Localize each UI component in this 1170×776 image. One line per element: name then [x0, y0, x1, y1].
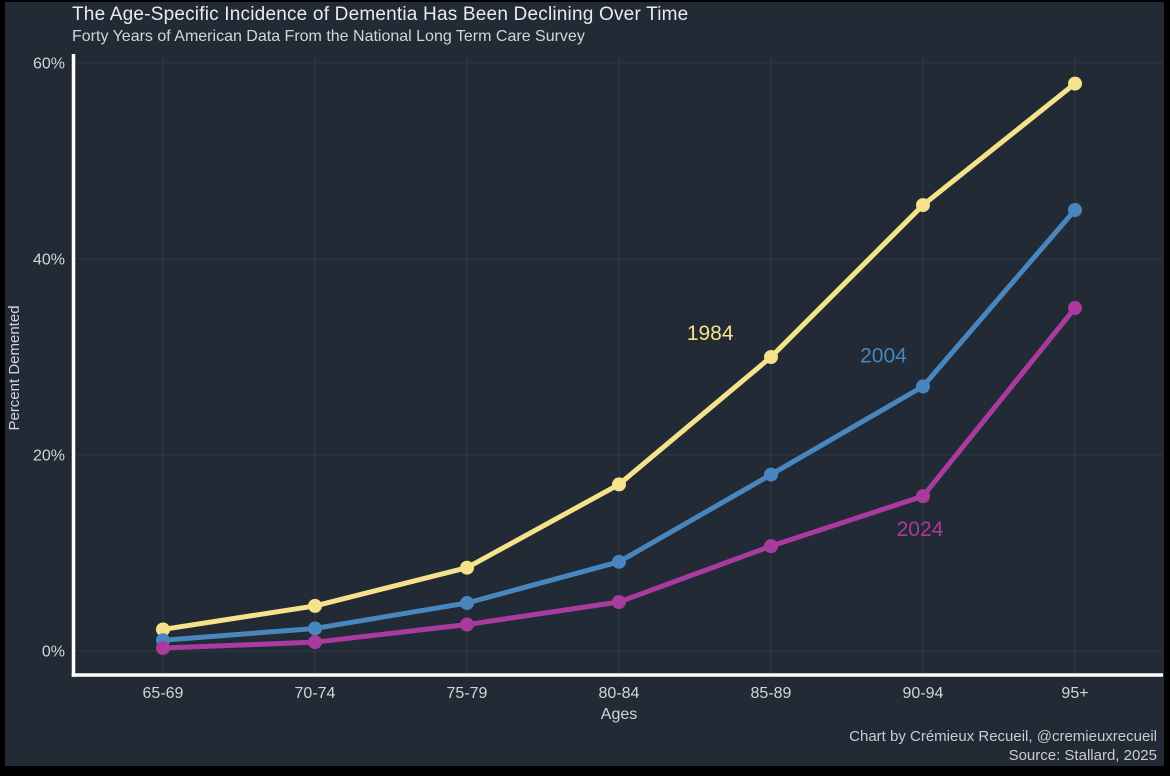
x-tick-label: 75-79	[447, 685, 488, 702]
x-tick-label: 70-74	[295, 685, 336, 702]
chart-title: The Age-Specific Incidence of Dementia H…	[72, 4, 689, 25]
data-point-1984-80-84	[612, 477, 626, 492]
x-axis-title: Ages	[601, 706, 637, 723]
data-point-1984-70-74	[308, 598, 322, 613]
series-label-2004: 2004	[860, 345, 907, 368]
y-tick-label: 20%	[33, 448, 65, 465]
x-tick-label: 85-89	[751, 685, 792, 702]
data-point-2004-85-89	[764, 467, 778, 482]
y-tick-label: 40%	[33, 252, 65, 269]
x-tick-label: 95+	[1061, 685, 1088, 702]
data-point-2024-85-89	[764, 539, 778, 554]
tick-labels: 0% 20% 40% 60% 65-69 70-74 75-79 80-84 85-89 90-9…	[33, 56, 1089, 703]
gridlines	[72, 58, 1163, 674]
data-point-2024-70-74	[308, 635, 322, 650]
data-point-2024-75-79	[460, 617, 474, 632]
data-point-1984-90-94	[916, 198, 930, 213]
y-axis-title: Percent Demented	[6, 305, 23, 430]
data-point-2004-90-94	[916, 379, 930, 394]
data-point-2004-80-84	[612, 554, 626, 569]
y-tick-label: 60%	[33, 56, 65, 73]
axes	[71, 54, 1163, 677]
chart-caption: Chart by Crémieux Recueil, @cremieuxrecu…	[849, 727, 1157, 765]
data-point-2024-65-69	[156, 641, 170, 656]
data-point-1984-95+	[1068, 76, 1082, 91]
series-2004: 2004	[156, 203, 1082, 648]
data-point-2024-90-94	[916, 489, 930, 504]
data-point-2024-80-84	[612, 595, 626, 609]
chart-subtitle: Forty Years of American Data From the Na…	[72, 28, 585, 45]
x-tick-label: 65-69	[143, 685, 184, 702]
series-label-2024: 2024	[897, 518, 944, 541]
data-point-2004-75-79	[460, 595, 474, 610]
data-point-1984-85-89	[764, 350, 778, 364]
caption-source: Source: Stallard, 2025	[1008, 747, 1157, 764]
series-2024: 2024	[156, 301, 1082, 656]
caption-credit: Chart by Crémieux Recueil, @cremieuxrecu…	[849, 728, 1157, 745]
data-point-2004-95+	[1068, 203, 1082, 217]
series-1984: 1984	[156, 76, 1082, 637]
data-point-1984-75-79	[460, 560, 474, 575]
y-tick-label: 0%	[42, 644, 65, 661]
x-tick-label: 80-84	[599, 685, 640, 702]
data-point-2024-95+	[1068, 301, 1082, 315]
x-tick-label: 90-94	[903, 685, 944, 702]
series-label-1984: 1984	[687, 322, 734, 345]
data-point-1984-65-69	[156, 622, 170, 637]
data-point-2004-70-74	[308, 621, 322, 636]
